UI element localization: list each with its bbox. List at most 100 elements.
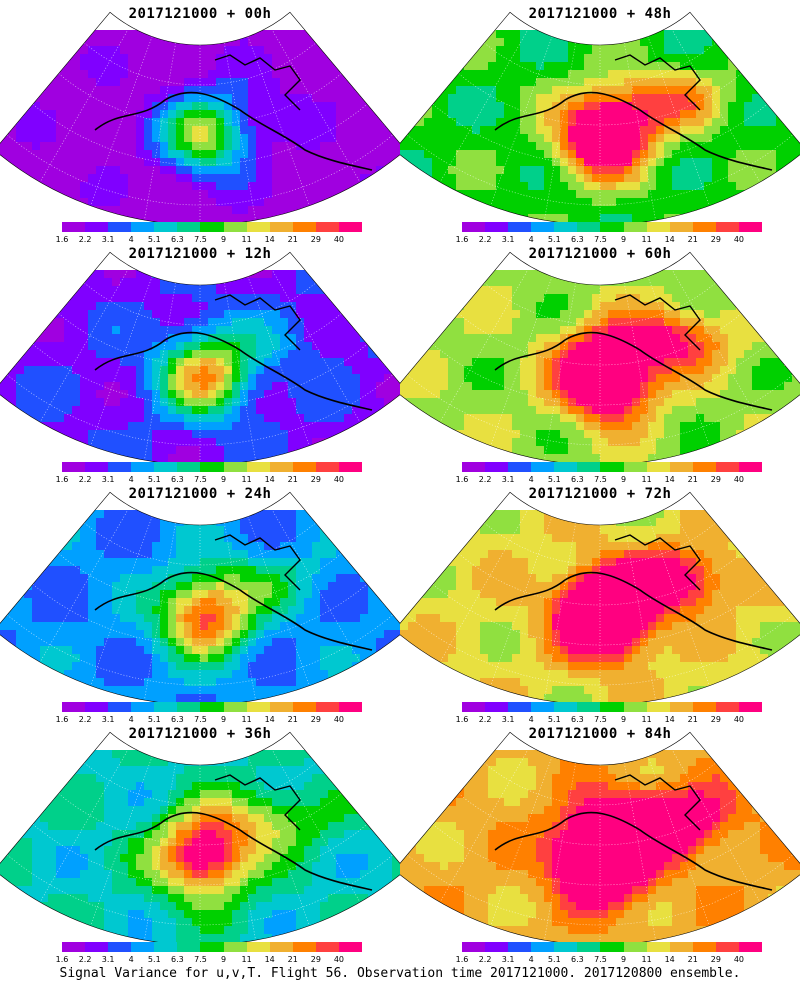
colorbar-labels: 1.6 2.2 3.1 4 5.1 6.3 7.5 9 11 14 21 29 40 <box>452 475 772 485</box>
colorbar-tick-label: 21 <box>687 715 698 724</box>
colorbar-swatch <box>85 942 109 952</box>
colorbar-swatch <box>315 462 339 472</box>
colorbar-tick-label: 9 <box>620 715 627 724</box>
colorbar-swatch <box>292 462 316 472</box>
variance-map <box>400 491 800 702</box>
map-border <box>0 251 400 462</box>
map-border <box>0 11 400 222</box>
coastline <box>614 534 701 591</box>
colorbar-tick-label: 11 <box>241 955 252 964</box>
panel-title: 2017121000 + 12h <box>128 246 272 262</box>
colorbar-tick-label: 9 <box>220 235 227 244</box>
colorbar-tick-label: 2.2 <box>78 235 92 244</box>
colorbar-tick-label: 40 <box>333 715 345 724</box>
map-border <box>0 731 400 942</box>
variance-map <box>400 251 800 462</box>
colorbar-tick-label: 21 <box>687 955 698 964</box>
colorbar-tick-label: 40 <box>733 235 745 244</box>
colorbar-swatch <box>338 462 363 472</box>
colorbar-tick-label: 1.6 <box>55 955 69 964</box>
map-panel: 2017121000 + 36h 1.6 2.2 3.1 4 5.1 6.3 7.5 9 11 1… <box>0 720 400 964</box>
colorbar-swatch <box>62 702 86 712</box>
colorbar-tick-label: 14 <box>264 715 275 724</box>
colorbar-swatch <box>246 942 270 952</box>
colorbar <box>62 942 363 952</box>
colorbar-tick-label: 1.6 <box>55 475 69 484</box>
map-panel: 2017121000 + 72h 1.6 2.2 3.1 4 5.1 6.3 7.5 9 11 1… <box>400 480 800 724</box>
colorbar-swatch <box>200 942 224 952</box>
colorbar-tick-label: 6.3 <box>171 235 184 244</box>
panel-title: 2017121000 + 84h <box>528 726 672 742</box>
colorbar-swatch <box>131 942 155 952</box>
colorbar-swatch <box>462 942 486 952</box>
colorbar-swatch <box>269 702 293 712</box>
colorbar-tick-label: 14 <box>264 955 275 964</box>
colorbar-swatch <box>62 222 86 232</box>
coastline <box>214 534 301 591</box>
variance-map <box>400 11 800 222</box>
colorbar-tick-label: 5.1 <box>547 235 561 244</box>
colorbar-swatch <box>531 462 555 472</box>
colorbar-tick-label: 14 <box>664 235 675 244</box>
colorbar-tick-label: 6.3 <box>571 475 584 484</box>
colorbar-swatch <box>715 222 739 232</box>
colorbar-tick-label: 6.3 <box>571 955 584 964</box>
colorbar-tick-label: 40 <box>333 235 345 244</box>
colorbar-swatch <box>554 222 578 232</box>
coastline <box>494 571 773 651</box>
colorbar-swatch <box>462 222 486 232</box>
coastline <box>94 331 373 411</box>
colorbar-swatch <box>508 222 532 232</box>
colorbar-swatch <box>338 942 363 952</box>
colorbar-tick-label: 3.1 <box>101 955 115 964</box>
colorbar-swatch <box>508 942 532 952</box>
variance-map <box>0 251 400 462</box>
colorbar-tick-label: 7.5 <box>594 715 607 724</box>
colorbar-swatch <box>623 702 647 712</box>
colorbar-swatch <box>531 222 555 232</box>
colorbar-tick-label: 11 <box>241 235 252 244</box>
map-border <box>400 491 800 702</box>
coastline <box>494 91 773 171</box>
colorbar-tick-label: 14 <box>664 715 675 724</box>
map-border <box>400 251 800 462</box>
colorbar-tick-label: 7.5 <box>194 715 207 724</box>
colorbar-tick-label: 7.5 <box>194 235 207 244</box>
colorbar-swatch <box>485 702 509 712</box>
colorbar-tick-label: 3.1 <box>101 715 115 724</box>
colorbar-tick-label: 5.1 <box>147 955 161 964</box>
colorbar-labels: 1.6 2.2 3.1 4 5.1 6.3 7.5 9 11 14 21 29 40 <box>52 955 372 965</box>
coastline <box>214 54 301 111</box>
colorbar-tick-label: 14 <box>664 955 675 964</box>
colorbar-swatch <box>246 222 270 232</box>
colorbar-swatch <box>269 942 293 952</box>
colorbar-swatch <box>738 702 763 712</box>
colorbar-swatch <box>738 462 763 472</box>
colorbar-swatch <box>692 222 716 232</box>
colorbar-tick-label: 3.1 <box>501 955 515 964</box>
map-border <box>0 491 400 702</box>
figure-caption: Signal Variance for u,v,T. Flight 56. Ob… <box>59 966 741 981</box>
colorbar-swatch <box>246 462 270 472</box>
colorbar-swatch <box>692 702 716 712</box>
map-border <box>400 731 800 942</box>
colorbar-tick-label: 11 <box>241 715 252 724</box>
colorbar-swatch <box>200 702 224 712</box>
colorbar-tick-label: 3.1 <box>101 235 115 244</box>
colorbar-swatch <box>315 222 339 232</box>
colorbar-swatch <box>177 222 201 232</box>
colorbar-labels: 1.6 2.2 3.1 4 5.1 6.3 7.5 9 11 14 21 29 40 <box>452 715 772 725</box>
colorbar-swatch <box>154 702 178 712</box>
colorbar-swatch <box>223 702 247 712</box>
colorbar-tick-label: 2.2 <box>478 235 492 244</box>
colorbar-tick-label: 7.5 <box>194 955 207 964</box>
colorbar-tick-label: 9 <box>220 715 227 724</box>
colorbar-swatch <box>315 942 339 952</box>
colorbar-swatch <box>485 462 509 472</box>
colorbar-swatch <box>508 462 532 472</box>
colorbar-swatch <box>600 702 624 712</box>
colorbar-swatch <box>223 222 247 232</box>
colorbar-tick-label: 7.5 <box>194 475 207 484</box>
coastline <box>494 331 773 411</box>
colorbar-swatch <box>269 462 293 472</box>
